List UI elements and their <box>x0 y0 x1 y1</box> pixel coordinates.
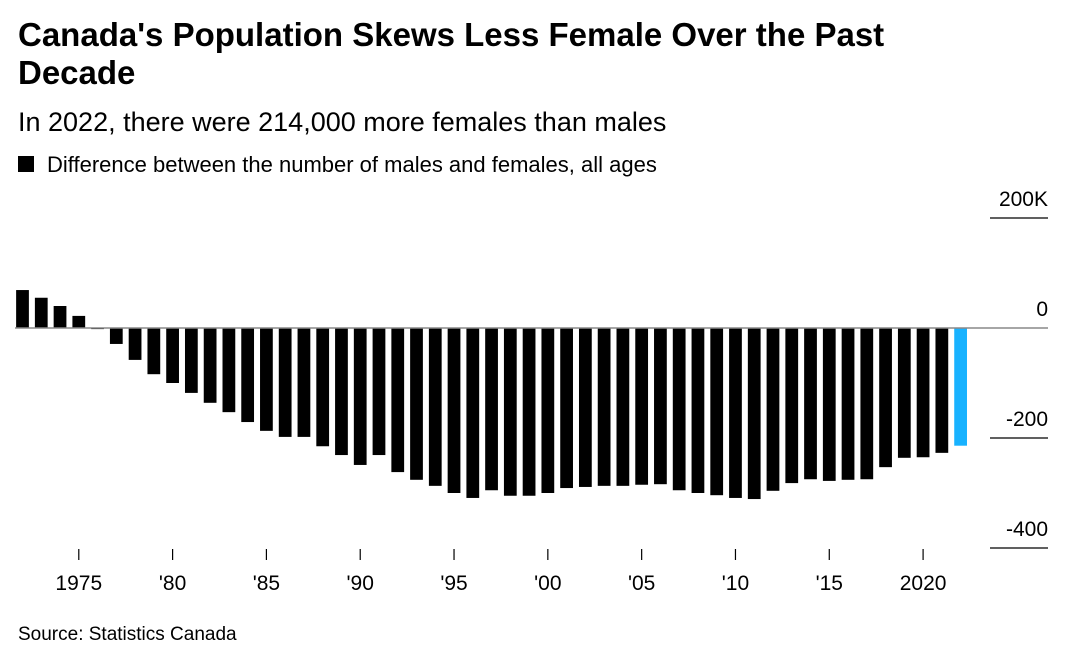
bar <box>391 328 405 473</box>
bar <box>954 328 967 446</box>
source: Source: Statistics Canada <box>18 624 237 645</box>
bar <box>222 328 236 413</box>
bar <box>372 328 386 456</box>
title-line: Decade <box>18 54 135 91</box>
bar <box>297 328 311 437</box>
bar <box>935 328 949 453</box>
bar <box>804 328 817 480</box>
bar <box>447 328 461 493</box>
subtitle: In 2022, there were 214,000 more females… <box>18 107 666 137</box>
bar <box>729 328 742 498</box>
y-tick-label: -400 <box>1006 518 1048 541</box>
bar <box>691 328 705 493</box>
bar <box>616 328 630 486</box>
x-tick-label: '80 <box>159 572 186 595</box>
bar <box>635 328 649 485</box>
bar <box>485 328 498 491</box>
bar <box>166 328 179 383</box>
x-tick-label: 1975 <box>55 572 102 595</box>
y-tick-label: 0 <box>1036 298 1048 321</box>
bar <box>72 315 86 328</box>
bar <box>109 328 123 344</box>
x-tick-label: '85 <box>253 572 280 595</box>
bar <box>353 328 367 465</box>
bar <box>860 328 874 480</box>
bar <box>897 328 911 458</box>
bar <box>916 328 930 458</box>
bar <box>260 328 273 431</box>
bar <box>785 328 799 484</box>
bar <box>597 328 611 486</box>
bar <box>335 328 348 456</box>
bar <box>541 328 555 493</box>
bar <box>466 328 480 498</box>
y-tick-label: -200 <box>1006 408 1048 431</box>
x-tick-label: '00 <box>534 572 561 595</box>
bar <box>710 328 724 496</box>
x-tick-label: '15 <box>816 572 843 595</box>
bar <box>241 328 255 423</box>
chart-title: Canada's Population Skews Less Female Ov… <box>18 16 884 91</box>
bar <box>522 328 536 496</box>
x-tick-label: '05 <box>628 572 655 595</box>
bar <box>822 328 836 481</box>
bar <box>428 328 442 486</box>
bar <box>766 328 780 491</box>
y-tick-label: 200K <box>999 188 1048 211</box>
bar <box>654 328 667 485</box>
legend-label: Difference between the number of males a… <box>47 152 657 177</box>
bar <box>879 328 892 468</box>
x-tick-label: 2020 <box>900 572 947 595</box>
bar <box>278 328 292 437</box>
bar <box>184 328 198 393</box>
x-tick-label: '90 <box>347 572 374 595</box>
bar <box>128 328 142 360</box>
bar <box>203 328 217 403</box>
bar <box>53 306 67 328</box>
bar <box>841 328 855 480</box>
bar <box>147 328 161 375</box>
bar <box>560 328 573 489</box>
bar <box>672 328 686 491</box>
title-line: Canada's Population Skews Less Female Ov… <box>18 16 884 53</box>
x-tick-label: '95 <box>440 572 467 595</box>
bar <box>34 297 48 328</box>
bar <box>578 328 592 487</box>
bar <box>747 328 761 500</box>
x-tick-label: '10 <box>722 572 749 595</box>
bar <box>503 328 517 496</box>
legend-swatch <box>18 156 34 172</box>
bar <box>16 290 29 328</box>
bar <box>410 328 423 480</box>
bar <box>316 328 330 447</box>
